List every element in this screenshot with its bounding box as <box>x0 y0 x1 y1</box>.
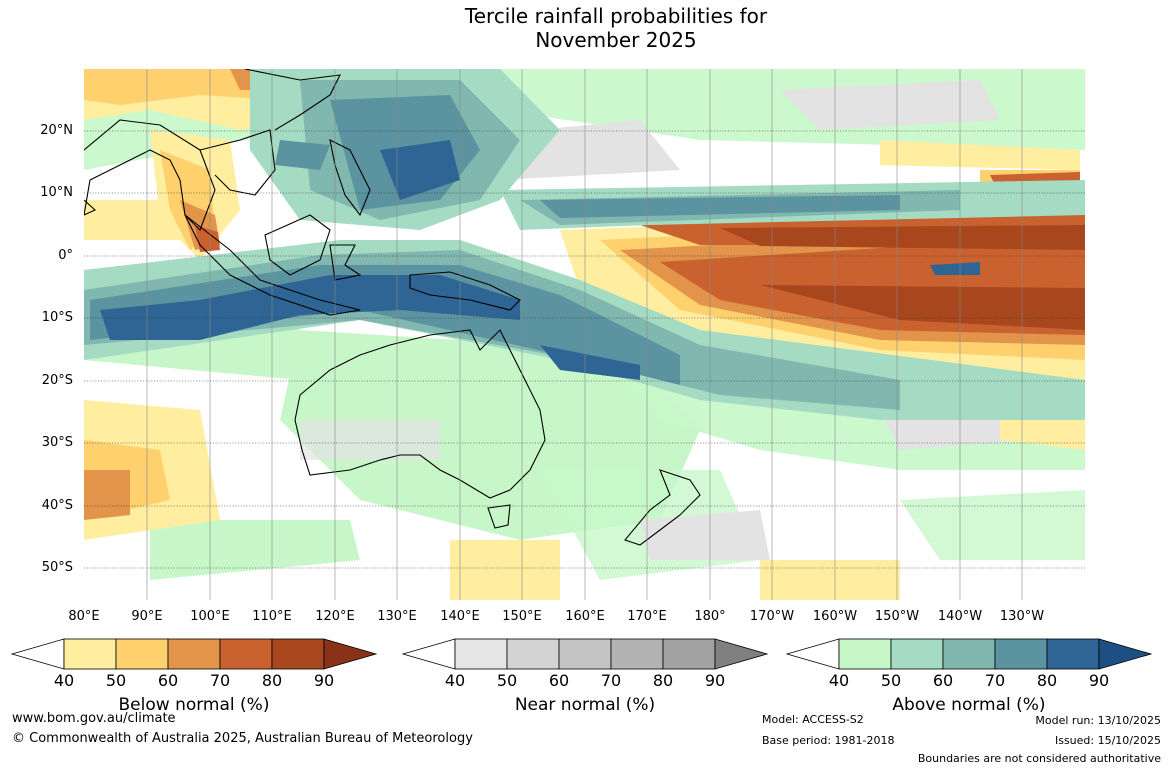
colorbar-bin <box>219 638 273 670</box>
lat-label: 20°N <box>40 123 73 138</box>
model-name: Model: ACCESS-S2 <box>762 713 864 726</box>
colorbar-bin <box>610 638 664 670</box>
colorbar-bin <box>506 638 560 670</box>
new-guinea-outline <box>409 271 521 311</box>
lat-label: 20°S <box>41 373 73 388</box>
colorbar-tick: 50 <box>880 671 902 690</box>
map-title: Tercile rainfall probabilities for Novem… <box>0 4 1173 52</box>
colorbar-extend-low <box>10 638 65 670</box>
colorbar-tick: 90 <box>313 671 335 690</box>
copyright-text: © Commonwealth of Australia 2025, Austra… <box>12 731 473 746</box>
colorbar-tick: 40 <box>53 671 75 690</box>
colorbar-tick: 70 <box>984 671 1006 690</box>
above-normal-label: Above normal (%) <box>892 695 1046 715</box>
lat-label: 30°S <box>41 435 73 450</box>
boundary-disclaimer: Boundaries are not considered authoritat… <box>917 752 1161 765</box>
colorbar-bin <box>994 638 1048 670</box>
colorbar-tick: 50 <box>105 671 127 690</box>
colorbar-bin <box>890 638 944 670</box>
map-field <box>84 69 1085 600</box>
colorbar-tick: 90 <box>704 671 726 690</box>
colorbar-tick: 60 <box>157 671 179 690</box>
colorbar-tick: 60 <box>548 671 570 690</box>
lon-label: 120°E <box>315 609 355 624</box>
asia-mainland-outline <box>84 119 216 231</box>
colorbar-extend-high <box>714 638 769 670</box>
below-normal-extreme <box>720 225 1085 330</box>
colorbar-tick: 80 <box>261 671 283 690</box>
colorbar-bin <box>271 638 325 670</box>
lon-label: 150°E <box>502 609 542 624</box>
colorbar-tick: 70 <box>600 671 622 690</box>
colorbar-tick: 90 <box>1088 671 1110 690</box>
colorbar-bin <box>63 638 117 670</box>
colorbars <box>10 638 1153 670</box>
colorbar-tick: 40 <box>828 671 850 690</box>
lat-label: 10°N <box>40 185 73 200</box>
colorbar-bin <box>167 638 221 670</box>
colorbar-bin <box>1046 638 1100 670</box>
new-zealand-outline <box>624 469 701 546</box>
lon-label: 170°W <box>749 609 795 624</box>
colorbar-extend-low <box>401 638 456 670</box>
lon-label: 180° <box>694 609 726 624</box>
lat-label: 0° <box>58 248 73 263</box>
issued-date: Issued: 15/10/2025 <box>1054 734 1161 747</box>
lat-label: 10°S <box>41 310 73 325</box>
source-url[interactable]: www.bom.gov.au/climate <box>12 711 176 726</box>
lon-label: 130°E <box>377 609 417 624</box>
colorbar-extend-high <box>323 638 378 670</box>
lon-label: 110°E <box>252 609 292 624</box>
borneo-outline <box>264 214 331 276</box>
meridians <box>146 69 1023 600</box>
lon-label: 170°E <box>627 609 667 624</box>
colorbar-bin <box>838 638 892 670</box>
lon-label: 90°E <box>131 609 163 624</box>
lon-label: 160°W <box>812 609 858 624</box>
colorbar-tick: 50 <box>496 671 518 690</box>
colorbar-tick: 80 <box>1036 671 1058 690</box>
sumatra-java-outline <box>184 214 361 316</box>
colorbar-bin <box>942 638 996 670</box>
colorbar-extend-high <box>1098 638 1153 670</box>
colorbar-tick: 40 <box>444 671 466 690</box>
lon-label: 80°E <box>68 609 100 624</box>
lon-label: 160°E <box>565 609 605 624</box>
title-line-1: Tercile rainfall probabilities for <box>464 4 768 28</box>
sulawesi-outline <box>329 244 362 281</box>
lon-label: 130°W <box>999 609 1045 624</box>
model-run-date: Model run: 13/10/2025 <box>1035 714 1161 727</box>
title-line-2: November 2025 <box>535 28 697 52</box>
colorbar-tick: 60 <box>932 671 954 690</box>
base-period: Base period: 1981-2018 <box>762 734 895 747</box>
lon-label: 100°E <box>190 609 230 624</box>
colorbar-bin <box>662 638 716 670</box>
lat-label: 40°S <box>41 498 73 513</box>
colorbar-tick: 70 <box>209 671 231 690</box>
lon-label: 140°W <box>937 609 983 624</box>
colorbar-bin <box>558 638 612 670</box>
colorbar-bin <box>115 638 169 670</box>
tasmania-outline <box>487 504 511 529</box>
colorbar-extend-low <box>785 638 840 670</box>
colorbar-bin <box>454 638 508 670</box>
lon-label: 150°W <box>874 609 920 624</box>
lat-label: 50°S <box>41 560 73 575</box>
above-normal-very-strong <box>100 140 980 380</box>
below-normal-label: Below normal (%) <box>118 695 270 715</box>
lon-label: 140°E <box>440 609 480 624</box>
near-normal-label: Near normal (%) <box>514 695 656 715</box>
colorbar-tick: 80 <box>652 671 674 690</box>
australia-outline <box>294 329 546 499</box>
indochina-outline <box>199 129 276 196</box>
